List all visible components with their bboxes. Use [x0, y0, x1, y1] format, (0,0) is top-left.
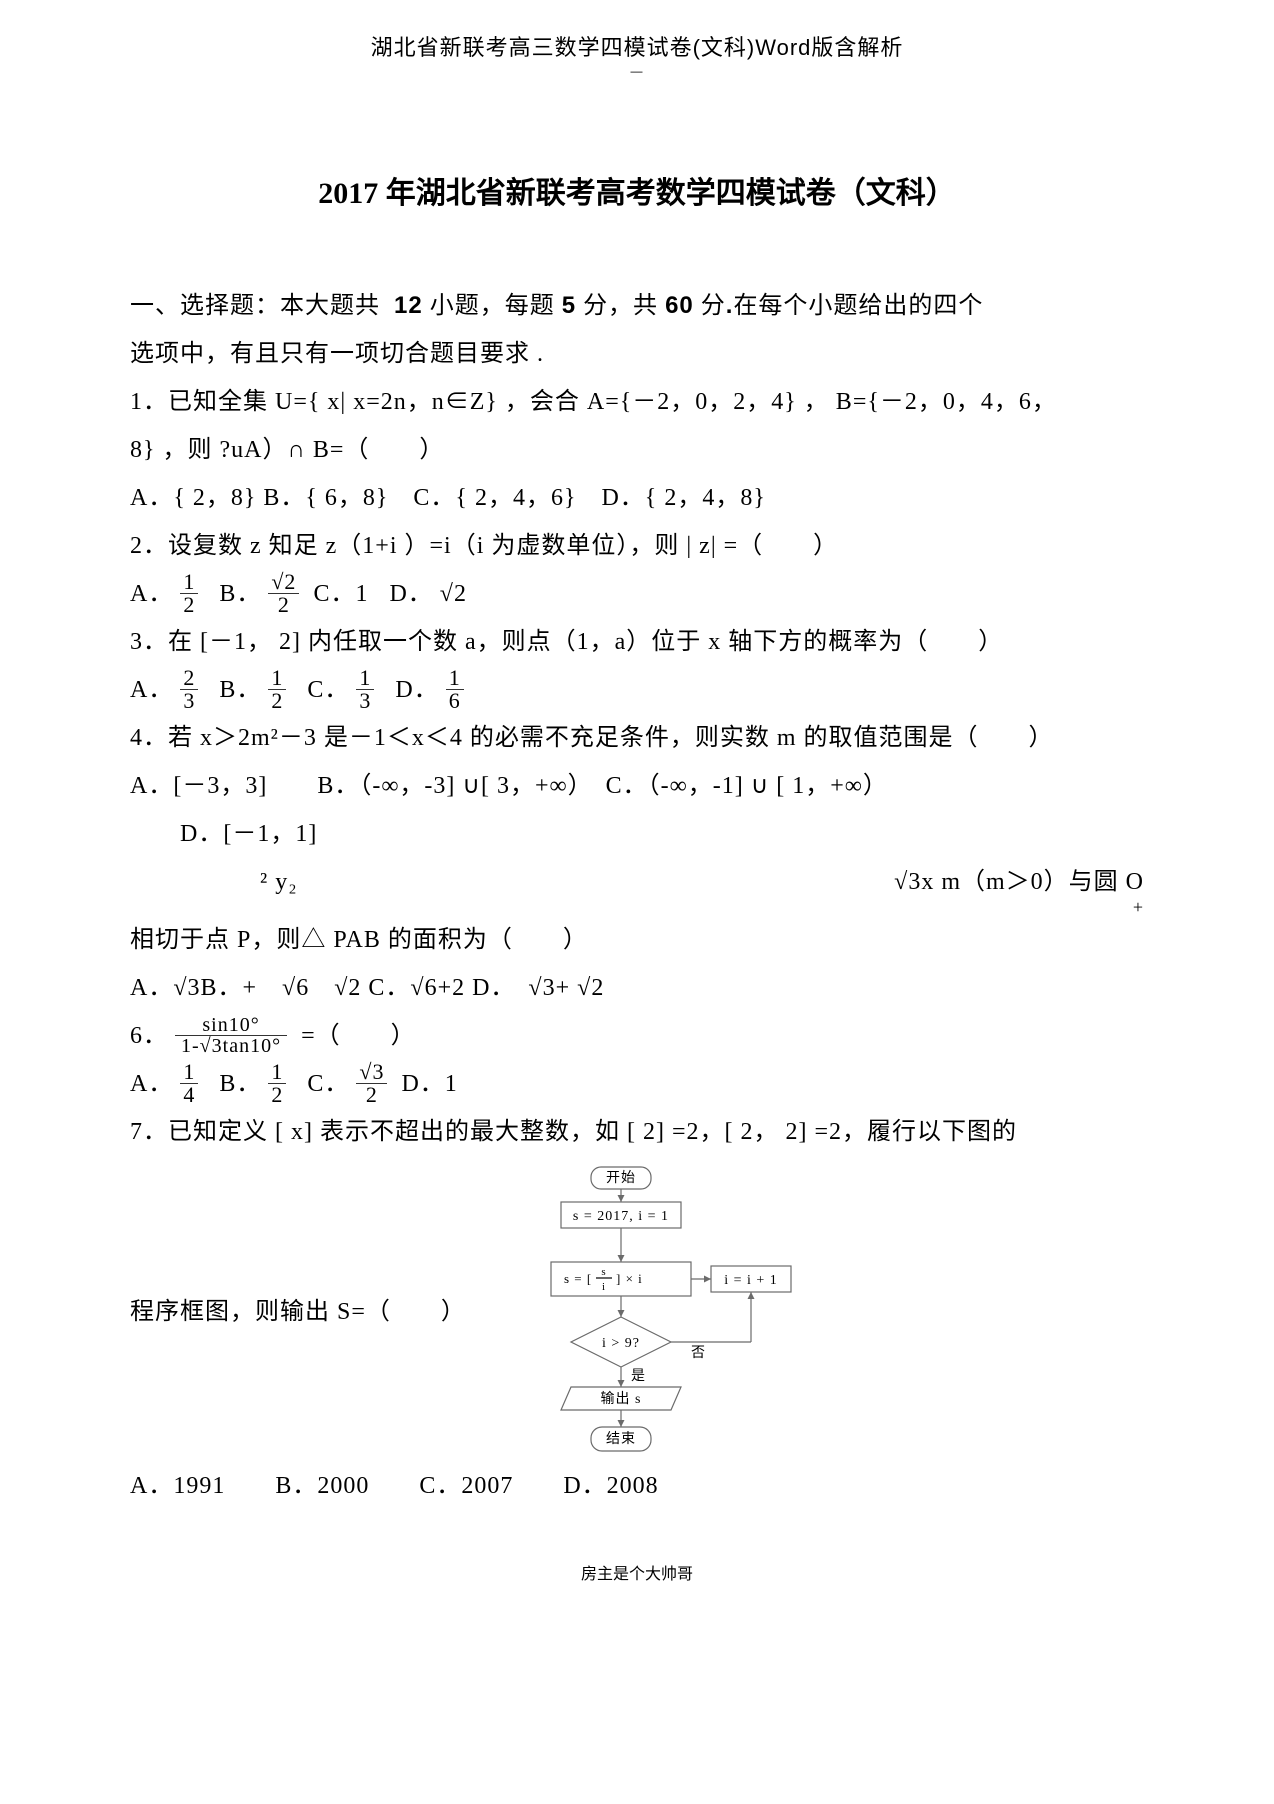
q3-frac-b: 12: [268, 667, 286, 712]
flow-inc: i = i + 1: [724, 1273, 778, 1288]
q6-frac-a: 14: [180, 1061, 198, 1106]
q6-opt-d: D．1: [401, 1071, 457, 1097]
page: 湖北省新联考高三数学四模试卷(文科)Word版含解析 — 2017 年湖北省新联…: [0, 0, 1274, 1624]
svg-text:i: i: [602, 1281, 606, 1293]
q3-opt-b-label: B．: [219, 677, 261, 703]
flow-cond: i > 9?: [602, 1336, 640, 1351]
svg-text:] × i: ] × i: [616, 1271, 643, 1286]
flowchart: 开始 s = 2017, i = 1 s = [ s i ] × i: [496, 1162, 816, 1462]
flowchart-svg: 开始 s = 2017, i = 1 s = [ s i ] × i: [496, 1162, 816, 1462]
document-header: 湖北省新联考高三数学四模试卷(文科)Word版含解析 —: [130, 30, 1144, 78]
flow-no: 否: [691, 1346, 706, 1361]
q1-line2: 8} ，则 ?uA）∩ B=（ ）: [130, 426, 1144, 474]
q2-opt-b-label: B．: [219, 581, 261, 607]
q2-opt-d-val: √2: [440, 581, 467, 607]
q6-line1: 6． sin10° 1-√3tan10° =（ ）: [130, 1012, 1144, 1060]
svg-text:s = [: s = [: [564, 1271, 592, 1286]
q7-row: 程序框图，则输出 S=（ ） 开始: [130, 1162, 1144, 1462]
header-line-2: —: [130, 64, 1144, 78]
q7-options: A．1991 B．2000 C．2007 D．2008: [130, 1462, 1144, 1510]
q3-opt-d-label: D．: [395, 677, 438, 703]
q6-options: A． 14 B． 12 C． √32 D．1: [130, 1060, 1144, 1108]
q2-options: A． 12 B． √22 C．1 D． √2: [130, 570, 1144, 618]
flow-init: s = 2017, i = 1: [573, 1209, 669, 1224]
q5-right-frag: √3x m（m＞0）与圆 O +: [894, 858, 1144, 916]
q6-opt-b-label: B．: [219, 1071, 261, 1097]
content: 一、选择题：本大题共 12 小题，每题 5 分，共 60 分.在每个小题给出的四…: [130, 282, 1144, 1510]
q2-opt-a-label: A．: [130, 581, 173, 607]
q6-frac-b: 12: [268, 1061, 286, 1106]
flow-out: 输出 s: [600, 1391, 641, 1407]
q3-opt-c-label: C．: [307, 677, 349, 703]
q5-left-frag: ² y₂: [130, 858, 298, 916]
q3-opt-a-label: A．: [130, 677, 173, 703]
q5-options: A．√3B．+ √6 √2 C．√6+2 D． √3+ √2: [130, 964, 1144, 1012]
q2-opt-d-label: D．: [389, 581, 432, 607]
section-intro-l2: 选项中，有且只有一项切合题目要求 .: [130, 330, 1144, 378]
svg-text:s: s: [601, 1266, 606, 1278]
q3-frac-c: 13: [356, 667, 374, 712]
q6-label: 6．: [130, 1023, 168, 1049]
header-line-1: 湖北省新联考高三数学四模试卷(文科)Word版含解析: [130, 30, 1144, 62]
q1-line1: 1．已知全集 U={ x| x=2n，n∈Z} ，会合 A={－2，0，2，4}…: [130, 378, 1144, 426]
q7-line1: 7．已知定义 [ x] 表示不超出的最大整数，如 [ 2] =2，[ 2， 2]…: [130, 1108, 1144, 1156]
flow-start: 开始: [606, 1170, 636, 1186]
q2-frac-a: 12: [180, 571, 198, 616]
q2-line1: 2．设复数 z 知足 z（1+i ）=i（i 为虚数单位），则 | z| =（ …: [130, 522, 1144, 570]
section-intro-l1: 一、选择题：本大题共 12 小题，每题 5 分，共 60 分.在每个小题给出的四…: [130, 282, 1144, 330]
page-title: 2017 年湖北省新联考高考数学四模试卷（文科）: [130, 168, 1144, 212]
q4-line1: 4．若 x＞2m²－3 是－1＜x＜4 的必需不充足条件，则实数 m 的取值范围…: [130, 714, 1144, 762]
q6-opt-c-label: C．: [307, 1071, 349, 1097]
q3-frac-a: 23: [180, 667, 198, 712]
q3-line1: 3．在 [－1， 2] 内任取一个数 a，则点（1，a）位于 x 轴下方的概率为…: [130, 618, 1144, 666]
q3-frac-d: 16: [446, 667, 464, 712]
q6-eq: =（ ）: [301, 1023, 416, 1049]
q2-opt-c: C．1: [313, 581, 368, 607]
page-footer: 房主是个大帅哥: [130, 1560, 1144, 1584]
q2-frac-b: √22: [268, 571, 299, 616]
q6-opt-a-label: A．: [130, 1071, 173, 1097]
q6-main-frac: sin10° 1-√3tan10°: [175, 1015, 287, 1056]
q5-line2: 相切于点 P，则△ PAB 的面积为（ ）: [130, 916, 1144, 964]
q5-line1: ² y₂ √3x m（m＞0）与圆 O +: [130, 858, 1144, 916]
flow-end: 结束: [606, 1431, 636, 1447]
q7-line2: 程序框图，则输出 S=（ ）: [130, 1288, 466, 1336]
q3-options: A． 23 B． 12 C． 13 D． 16: [130, 666, 1144, 714]
q6-frac-c: √32: [356, 1061, 387, 1106]
flow-yes: 是: [631, 1369, 646, 1384]
q1-options: A．{ 2，8} B．{ 6，8} C．{ 2，4，6} D．{ 2，4，8}: [130, 474, 1144, 522]
q4-options-l1: A．[－3，3] B．（-∞，-3] ∪[ 3，+∞） C．（-∞，-1] ∪ …: [130, 762, 1144, 810]
q4-options-l2: D．[－1，1]: [130, 810, 1144, 858]
